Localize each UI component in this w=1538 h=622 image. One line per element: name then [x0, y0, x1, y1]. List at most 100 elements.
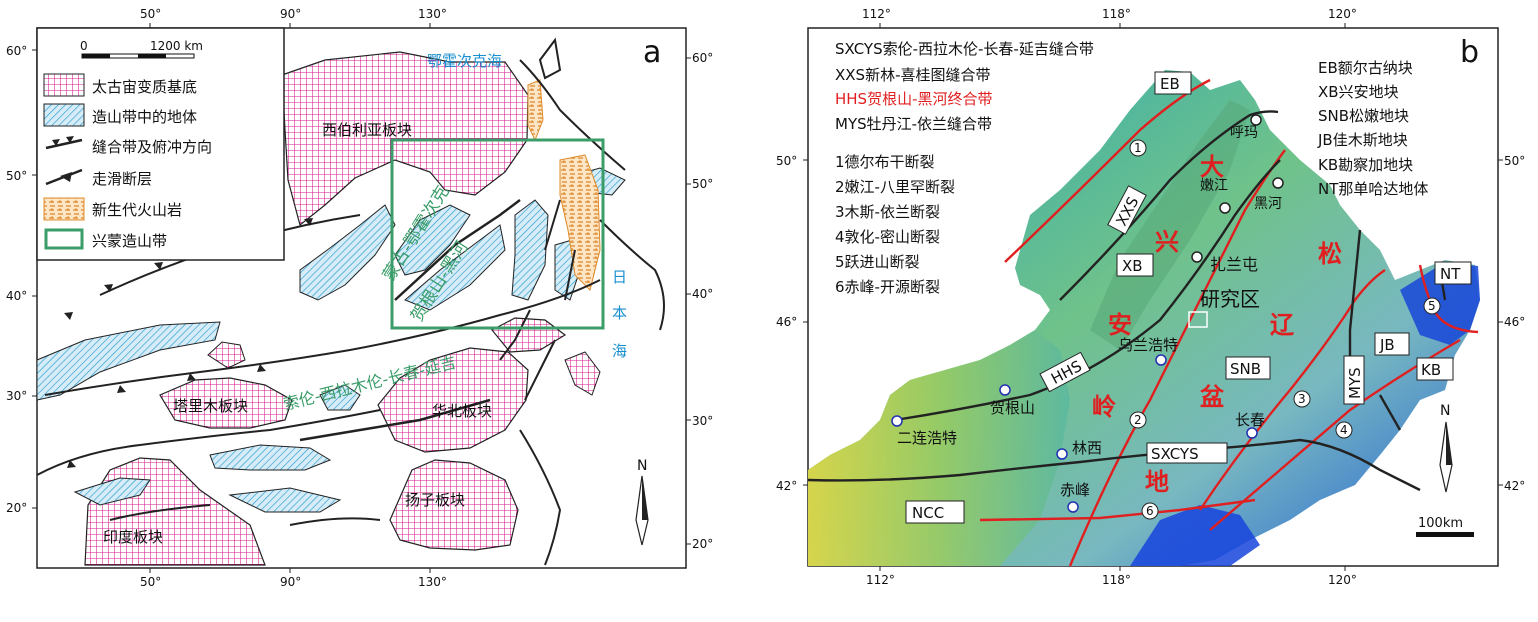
city-hegenshan-marker	[999, 384, 1011, 396]
svg-text:地: 地	[1145, 468, 1169, 496]
terrane-mongolia	[299, 204, 396, 301]
svg-text:4: 4	[1340, 423, 1348, 437]
svg-text:50°: 50°	[140, 575, 161, 589]
svg-text:90°: 90°	[280, 575, 301, 589]
svg-text:50°: 50°	[6, 169, 27, 183]
city-changchun-label: 长春	[1235, 411, 1265, 429]
svg-text:6赤峰-开源断裂: 6赤峰-开源断裂	[835, 278, 940, 296]
city-heihe-label: 黑河	[1254, 196, 1282, 212]
svg-text:46°: 46°	[1504, 315, 1525, 329]
panel-b-legend-right: EB额尔古纳块 XB兴安地块 SNB松嫩地块 JB佳木斯地块 KB勘察加地块 N…	[1317, 59, 1428, 198]
svg-text:20°: 20°	[6, 501, 27, 515]
svg-text:0: 0	[80, 39, 88, 53]
xing-meng-box	[390, 138, 605, 330]
svg-text:120°: 120°	[1328, 7, 1357, 21]
city-zhalantun-marker	[1191, 251, 1203, 263]
legend-label-terrane: 造山带中的地体	[92, 108, 197, 126]
legend-swatch-archean	[43, 73, 85, 97]
svg-text:50°: 50°	[1504, 154, 1525, 168]
city-linxi-marker	[1056, 448, 1068, 460]
terrane-central-3	[228, 487, 342, 513]
panel-b-lon-top: 112° 118° 120°	[862, 7, 1357, 21]
city-linxi-label: 林西	[1072, 439, 1102, 457]
panel-a-letter: a	[643, 35, 661, 70]
svg-text:辽: 辽	[1270, 311, 1295, 339]
svg-text:4敦化-密山断裂: 4敦化-密山断裂	[835, 228, 940, 246]
svg-text:兴: 兴	[1155, 228, 1179, 256]
city-hegenshan-label: 贺根山	[990, 399, 1035, 417]
svg-text:30°: 30°	[6, 389, 27, 403]
north-arrow-icon: N	[635, 458, 649, 546]
terrane-central-1	[209, 444, 332, 471]
forest-ridge	[1090, 100, 1250, 350]
siberia-plate-label: 西伯利亚板块	[322, 121, 412, 139]
svg-text:1: 1	[1134, 141, 1142, 155]
city-markers	[891, 114, 1284, 513]
panel-b-lat-left: 50° 46° 42°	[776, 154, 797, 493]
svg-text:3: 3	[1298, 392, 1306, 406]
svg-text:5跃进山断裂: 5跃进山断裂	[835, 253, 920, 271]
small-archean-1	[207, 341, 246, 369]
svg-text:30°: 30°	[692, 414, 713, 428]
svg-text:N: N	[637, 458, 647, 474]
volcanic-rocks-1	[559, 154, 601, 291]
city-nenjiang-label: 嫩江	[1200, 178, 1228, 194]
svg-text:安: 安	[1108, 311, 1132, 339]
city-huma-label: 呼玛	[1230, 125, 1258, 141]
svg-text:5: 5	[1428, 299, 1436, 313]
svg-text:90°: 90°	[280, 7, 301, 21]
panel-b-letter: b	[1460, 35, 1479, 70]
svg-text:大: 大	[1200, 153, 1224, 181]
svg-text:EB: EB	[1160, 75, 1180, 93]
north-arrow-b-icon: N	[1439, 403, 1453, 493]
svg-text:3木斯-依兰断裂: 3木斯-依兰断裂	[835, 203, 940, 221]
okhotsk-sea-label: 鄂霍次克海	[427, 52, 502, 70]
panel-a-lon-top: 50° 90° 130°	[140, 7, 447, 21]
terrane-west-1	[36, 321, 221, 401]
svg-text:NT那单哈达地体: NT那单哈达地体	[1318, 180, 1428, 198]
legend-label-suture: 缝合带及俯冲方向	[92, 138, 212, 156]
legend-label-strike-slip: 走滑断层	[92, 170, 152, 188]
svg-text:JB: JB	[1379, 336, 1395, 354]
svg-text:SNB松嫩地块: SNB松嫩地块	[1318, 107, 1409, 125]
region-labels-red: 大 兴 安 岭 松 辽 盆 地	[1092, 153, 1342, 496]
svg-text:XB: XB	[1122, 257, 1143, 275]
svg-text:本: 本	[612, 304, 627, 322]
city-labels: 呼玛 嫩江 黑河 扎兰屯 乌兰浩特 长春 贺根山 二连浩特 林西 赤峰	[897, 125, 1282, 499]
city-huma-marker	[1250, 114, 1262, 126]
svg-text:松: 松	[1318, 240, 1342, 268]
svg-text:42°: 42°	[1504, 479, 1525, 493]
svg-text:SNB: SNB	[1230, 360, 1261, 378]
city-zhalantun-label: 扎兰屯	[1210, 255, 1258, 274]
panel-b-faults-list: 1德尔布干断裂 2嫩江-八里罕断裂 3木斯-依兰断裂 4敦化-密山断裂 5跃进山…	[835, 153, 955, 296]
legend-swatch-terrane	[43, 103, 85, 127]
svg-text:日: 日	[612, 268, 627, 286]
svg-text:2: 2	[1134, 413, 1142, 427]
svg-text:112°: 112°	[866, 573, 895, 587]
svg-text:岭: 岭	[1092, 393, 1116, 421]
svg-text:盆: 盆	[1200, 383, 1225, 411]
svg-text:SXCYS索伦-西拉木伦-长春-延吉缝合带: SXCYS索伦-西拉木伦-长春-延吉缝合带	[835, 40, 1094, 58]
panel-a-lat-left: 60° 50° 40° 30° 20°	[6, 44, 27, 515]
small-archean-2	[564, 351, 601, 396]
svg-text:1德尔布干断裂: 1德尔布干断裂	[835, 153, 935, 171]
svg-text:118°: 118°	[1102, 7, 1131, 21]
india-plate-label: 印度板块	[103, 528, 163, 546]
city-erenhot-marker	[891, 415, 903, 427]
city-chifeng-marker	[1067, 501, 1079, 513]
svg-text:NCC: NCC	[912, 504, 944, 522]
tarim-plate-label: 塔里木板块	[173, 397, 248, 415]
svg-text:50°: 50°	[692, 177, 713, 191]
svg-text:60°: 60°	[692, 51, 713, 65]
svg-text:6: 6	[1146, 504, 1154, 518]
city-changchun-marker	[1246, 427, 1258, 439]
svg-text:40°: 40°	[692, 287, 713, 301]
legend-swatch-volcanic	[43, 197, 85, 221]
svg-text:MYS牡丹江-依兰缝合带: MYS牡丹江-依兰缝合带	[835, 115, 992, 133]
svg-text:118°: 118°	[1102, 573, 1131, 587]
svg-text:120°: 120°	[1328, 573, 1357, 587]
panel-b-scale-bar: 100km	[1416, 516, 1474, 537]
svg-text:60°: 60°	[6, 44, 27, 58]
terrane-central-2	[73, 477, 151, 506]
city-heihe-marker	[1272, 177, 1284, 189]
